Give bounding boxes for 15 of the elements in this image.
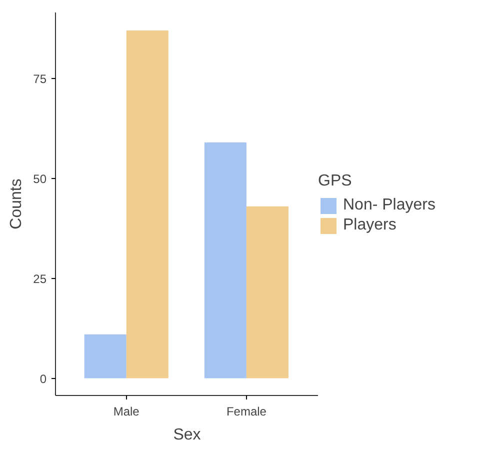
legend-title: GPS [318, 172, 353, 190]
x-tick-label: Male [113, 404, 140, 418]
bar [246, 206, 288, 378]
y-axis-title: Counts [8, 178, 26, 230]
y-tick-label: 50 [33, 172, 47, 186]
y-tick-label: 75 [33, 72, 47, 86]
y-tick-label: 0 [40, 372, 47, 386]
x-tick-label: Female [226, 404, 267, 418]
y-tick-label: 25 [33, 272, 47, 286]
bar [204, 142, 246, 378]
bar [84, 334, 126, 378]
x-axis-title: Sex [173, 426, 201, 444]
bar [126, 30, 168, 378]
legend-label: Players [343, 216, 396, 234]
legend-label: Non- Players [343, 196, 436, 214]
